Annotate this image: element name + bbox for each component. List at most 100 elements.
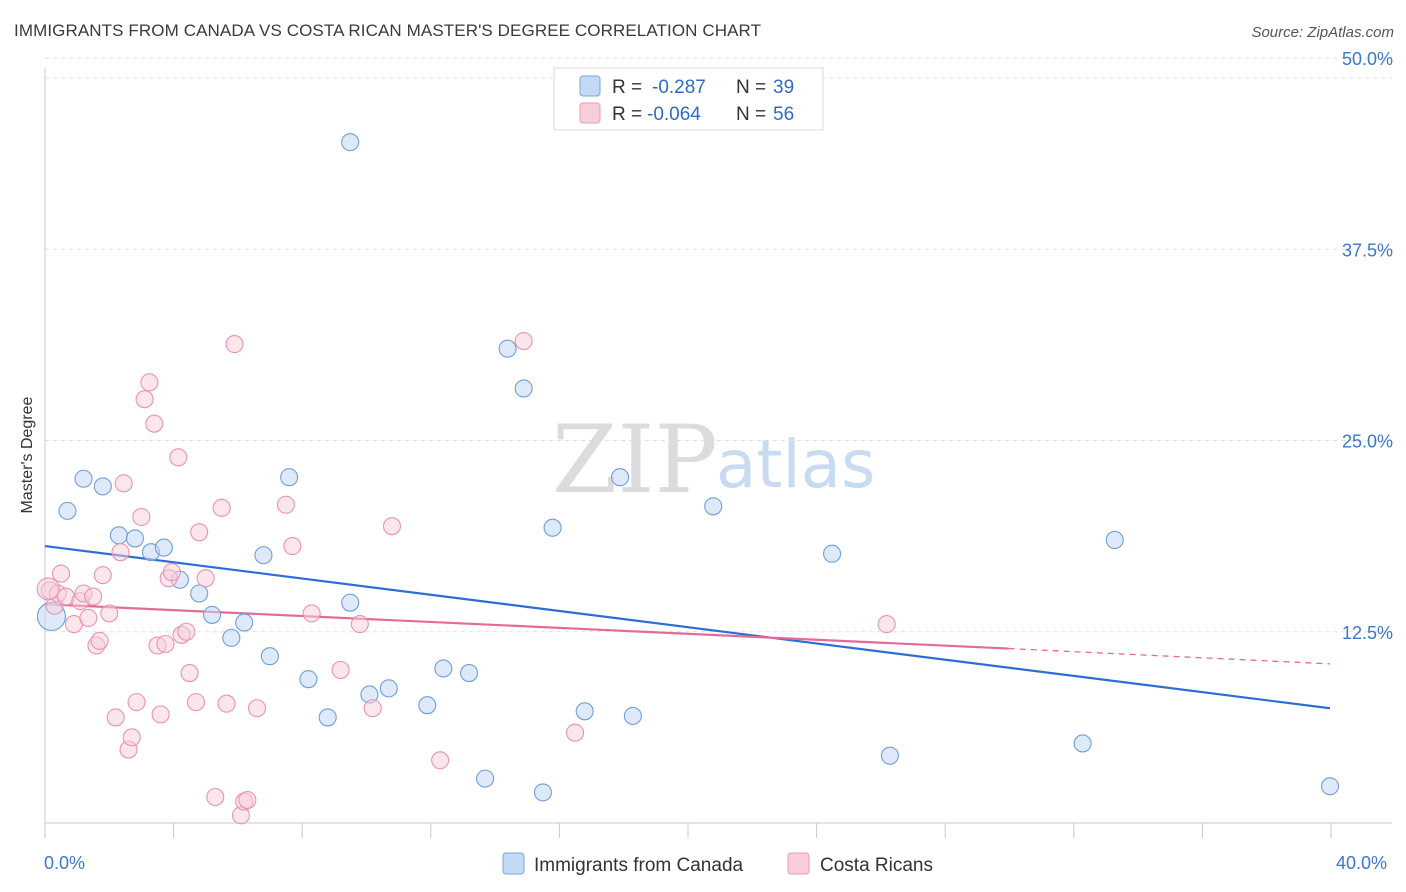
- point-canada-34: [823, 544, 842, 563]
- point-canada-4: [109, 526, 128, 545]
- point-costa-rica-53: [566, 723, 585, 742]
- point-costa-rica-14: [106, 708, 125, 727]
- y-tick-label-0: 12.5%: [1342, 623, 1393, 643]
- point-costa-rica-18: [122, 728, 141, 747]
- point-canada-1: [58, 501, 77, 520]
- correlation-legend: R = -0.287 N = 39 R = -0.064 N = 56: [553, 67, 824, 131]
- point-costa-rica-3: [52, 564, 71, 583]
- point-costa-rica-43: [247, 699, 267, 718]
- point-costa-rica-16: [114, 474, 133, 493]
- point-canada-30: [575, 702, 594, 721]
- series-legend-swatch-blue: [502, 852, 525, 875]
- point-costa-rica-32: [180, 664, 199, 683]
- point-costa-rica-44: [276, 495, 295, 514]
- legend-swatch-blue: [579, 75, 601, 97]
- point-costa-rica-50: [382, 517, 402, 536]
- legend-r-value-pink: -0.064: [647, 104, 701, 125]
- y-tick-label-2: 37.5%: [1342, 240, 1393, 260]
- point-costa-rica-38: [217, 694, 236, 713]
- point-costa-rica-54: [877, 615, 896, 634]
- point-canada-17: [318, 708, 337, 727]
- point-canada-28: [533, 783, 552, 802]
- point-costa-rica-52: [514, 331, 533, 351]
- chart-title: IMMIGRANTS FROM CANADA VS COSTA RICAN MA…: [14, 21, 762, 40]
- point-canada-26: [498, 339, 517, 358]
- series-legend-label-blue: Immigrants from Canada: [534, 855, 744, 876]
- point-canada-10: [203, 605, 222, 624]
- point-costa-rica-13: [100, 604, 119, 623]
- point-canada-33: [704, 497, 723, 516]
- point-costa-rica-28: [162, 563, 181, 582]
- point-costa-rica-36: [206, 787, 225, 807]
- point-canada-37: [1105, 530, 1124, 550]
- source-label: Source: ZipAtlas.com: [1251, 24, 1394, 41]
- point-canada-27: [514, 379, 533, 398]
- point-canada-13: [254, 546, 273, 565]
- point-costa-rica-33: [186, 693, 206, 712]
- trend-line-extension-costa-rica: [1008, 647, 1331, 665]
- point-costa-rica-22: [140, 373, 159, 392]
- point-costa-rica-55: [36, 577, 60, 601]
- point-costa-rica-29: [169, 448, 188, 467]
- point-canada-24: [459, 664, 479, 683]
- legend-r-label-pink: R =: [612, 104, 642, 125]
- series-legend: Immigrants from Canada Costa Ricans: [502, 852, 933, 876]
- legend-r-value-blue: -0.287: [652, 77, 706, 98]
- point-canada-3: [93, 477, 112, 496]
- point-costa-rica-26: [156, 634, 175, 654]
- point-costa-rica-23: [145, 414, 164, 433]
- legend-n-value-blue: 39: [773, 77, 794, 98]
- trend-line-canada: [44, 544, 1331, 710]
- axes: [44, 68, 1392, 838]
- point-costa-rica-47: [331, 660, 350, 680]
- point-canada-18: [341, 133, 360, 152]
- point-canada-9: [190, 584, 209, 603]
- point-costa-rica-45: [283, 537, 302, 556]
- point-costa-rica-42: [238, 790, 257, 810]
- y-tick-label-3: 50.0%: [1342, 49, 1393, 69]
- legend-r-label-blue: R =: [612, 77, 642, 98]
- point-costa-rica-31: [177, 622, 196, 641]
- point-costa-rica-19: [127, 693, 146, 712]
- legend-swatch-pink: [579, 102, 601, 124]
- point-costa-rica-21: [135, 390, 154, 409]
- point-costa-rica-51: [431, 751, 450, 770]
- point-costa-rica-11: [90, 631, 109, 650]
- point-costa-rica-8: [79, 608, 98, 628]
- x-tick-label-min: 0.0%: [44, 853, 85, 873]
- point-canada-11: [222, 628, 241, 647]
- point-canada-22: [418, 696, 437, 715]
- point-costa-rica-48: [350, 615, 369, 634]
- point-costa-rica-34: [190, 523, 209, 542]
- point-canada-21: [379, 679, 398, 698]
- point-canada-19: [341, 593, 360, 612]
- point-canada-5: [125, 529, 144, 548]
- legend-n-value-pink: 56: [773, 104, 794, 125]
- series-legend-swatch-pink: [787, 852, 810, 875]
- point-canada-2: [74, 469, 93, 488]
- point-canada-31: [610, 468, 630, 487]
- legend-n-label-pink: N =: [736, 104, 766, 125]
- point-canada-15: [280, 468, 299, 487]
- x-tick-label-max: 40.0%: [1336, 853, 1387, 873]
- point-costa-rica-12: [93, 566, 112, 585]
- y-tick-label-1: 25.0%: [1342, 432, 1393, 452]
- point-costa-rica-20: [132, 507, 151, 527]
- point-costa-rica-15: [111, 543, 130, 562]
- point-costa-rica-9: [84, 587, 103, 606]
- point-costa-rica-49: [363, 699, 382, 718]
- point-canada-36: [1073, 734, 1092, 753]
- point-costa-rica-39: [225, 335, 244, 354]
- point-canada-25: [476, 769, 495, 788]
- point-canada-7: [154, 538, 173, 557]
- y-tick-labels: 12.5% 25.0% 37.5% 50.0%: [1342, 49, 1393, 643]
- data-points: [36, 133, 1340, 825]
- point-canada-38: [1320, 777, 1340, 796]
- legend-n-label-blue: N =: [736, 77, 766, 98]
- point-costa-rica-37: [212, 498, 231, 517]
- point-canada-23: [434, 659, 453, 678]
- point-costa-rica-46: [302, 604, 321, 623]
- point-canada-32: [623, 706, 642, 725]
- watermark-zip: ZIP: [552, 406, 718, 515]
